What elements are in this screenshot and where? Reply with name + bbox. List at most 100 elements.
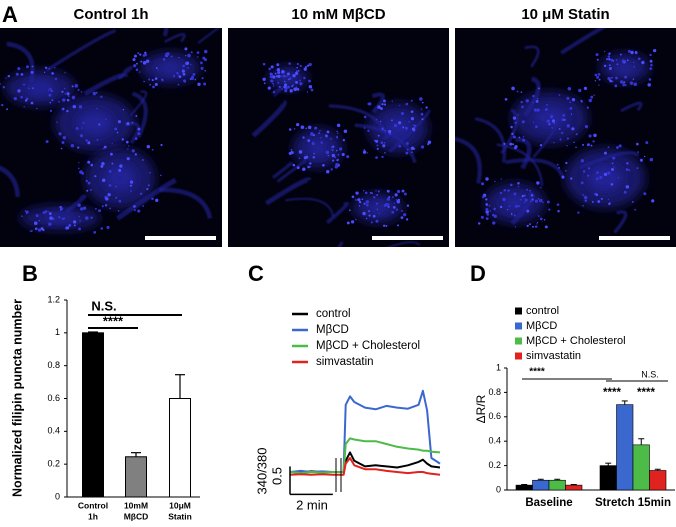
- puncta: [489, 210, 491, 212]
- puncta: [594, 73, 598, 77]
- puncta: [546, 200, 550, 204]
- puncta: [636, 142, 639, 146]
- puncta: [54, 77, 58, 81]
- puncta: [308, 84, 313, 89]
- puncta: [633, 82, 638, 87]
- neurite: [388, 109, 431, 153]
- puncta: [145, 59, 150, 63]
- puncta: [588, 134, 592, 138]
- x-tick-label: 10μM: [169, 500, 191, 510]
- puncta: [514, 204, 518, 208]
- puncta: [583, 195, 588, 200]
- puncta: [191, 75, 194, 79]
- puncta: [600, 197, 603, 200]
- puncta: [296, 122, 300, 127]
- puncta: [520, 91, 523, 94]
- puncta: [532, 101, 534, 103]
- puncta: [594, 80, 597, 82]
- puncta: [626, 59, 629, 62]
- puncta: [64, 93, 66, 95]
- cell-body: [104, 164, 136, 192]
- bar: [565, 484, 583, 491]
- puncta: [30, 101, 34, 105]
- puncta: [303, 156, 307, 160]
- puncta: [104, 204, 108, 207]
- puncta: [402, 126, 405, 129]
- puncta: [200, 66, 204, 70]
- significance-label: N.S.: [91, 298, 116, 313]
- puncta: [556, 163, 559, 166]
- puncta: [626, 162, 629, 165]
- puncta: [277, 71, 281, 74]
- neurite: [129, 90, 148, 117]
- puncta: [526, 188, 529, 191]
- legend-label: control: [526, 305, 559, 317]
- puncta: [118, 199, 122, 203]
- puncta: [71, 95, 76, 100]
- puncta: [607, 198, 610, 201]
- puncta: [139, 71, 141, 73]
- puncta: [532, 94, 535, 98]
- puncta: [109, 207, 111, 210]
- puncta: [5, 77, 7, 79]
- puncta: [611, 76, 614, 79]
- puncta: [78, 162, 80, 164]
- puncta: [204, 69, 207, 72]
- puncta: [586, 106, 589, 109]
- puncta: [499, 191, 503, 195]
- puncta: [49, 216, 53, 220]
- puncta: [24, 99, 28, 102]
- puncta: [485, 177, 489, 181]
- y-tick-label: 0.2: [488, 460, 501, 470]
- puncta: [182, 64, 186, 68]
- puncta: [629, 81, 634, 85]
- puncta: [649, 59, 653, 63]
- puncta: [609, 67, 612, 70]
- significance-label: ****: [103, 313, 124, 328]
- puncta: [290, 148, 293, 151]
- puncta: [66, 109, 69, 113]
- neurite: [337, 241, 344, 247]
- puncta: [485, 203, 489, 206]
- puncta: [44, 66, 48, 69]
- puncta: [292, 84, 295, 86]
- puncta: [336, 130, 338, 133]
- puncta: [551, 119, 556, 123]
- puncta: [578, 88, 582, 93]
- puncta: [66, 98, 70, 102]
- significance-label: N.S.: [641, 369, 659, 379]
- puncta: [182, 72, 186, 76]
- puncta: [647, 83, 651, 87]
- puncta: [485, 210, 489, 214]
- puncta: [590, 144, 593, 147]
- puncta: [187, 67, 189, 69]
- puncta: [157, 69, 159, 71]
- puncta: [624, 83, 627, 87]
- puncta: [58, 101, 60, 103]
- y-tick-label: 1: [55, 327, 60, 337]
- puncta: [79, 134, 84, 138]
- bar: [515, 484, 533, 491]
- puncta: [492, 221, 496, 225]
- puncta: [34, 227, 38, 231]
- puncta: [58, 132, 62, 136]
- puncta: [375, 219, 379, 223]
- puncta: [591, 201, 594, 203]
- puncta: [603, 151, 607, 155]
- puncta: [509, 183, 513, 187]
- puncta: [580, 181, 584, 185]
- puncta: [305, 127, 307, 130]
- puncta: [406, 148, 409, 151]
- puncta: [125, 140, 129, 144]
- puncta: [161, 78, 163, 80]
- puncta: [624, 75, 628, 79]
- puncta: [385, 224, 388, 227]
- puncta: [561, 175, 565, 179]
- puncta: [526, 224, 529, 228]
- neurite: [285, 197, 335, 217]
- puncta: [192, 73, 196, 76]
- puncta: [512, 135, 516, 139]
- puncta: [96, 107, 98, 110]
- puncta: [87, 160, 91, 164]
- puncta: [58, 215, 61, 219]
